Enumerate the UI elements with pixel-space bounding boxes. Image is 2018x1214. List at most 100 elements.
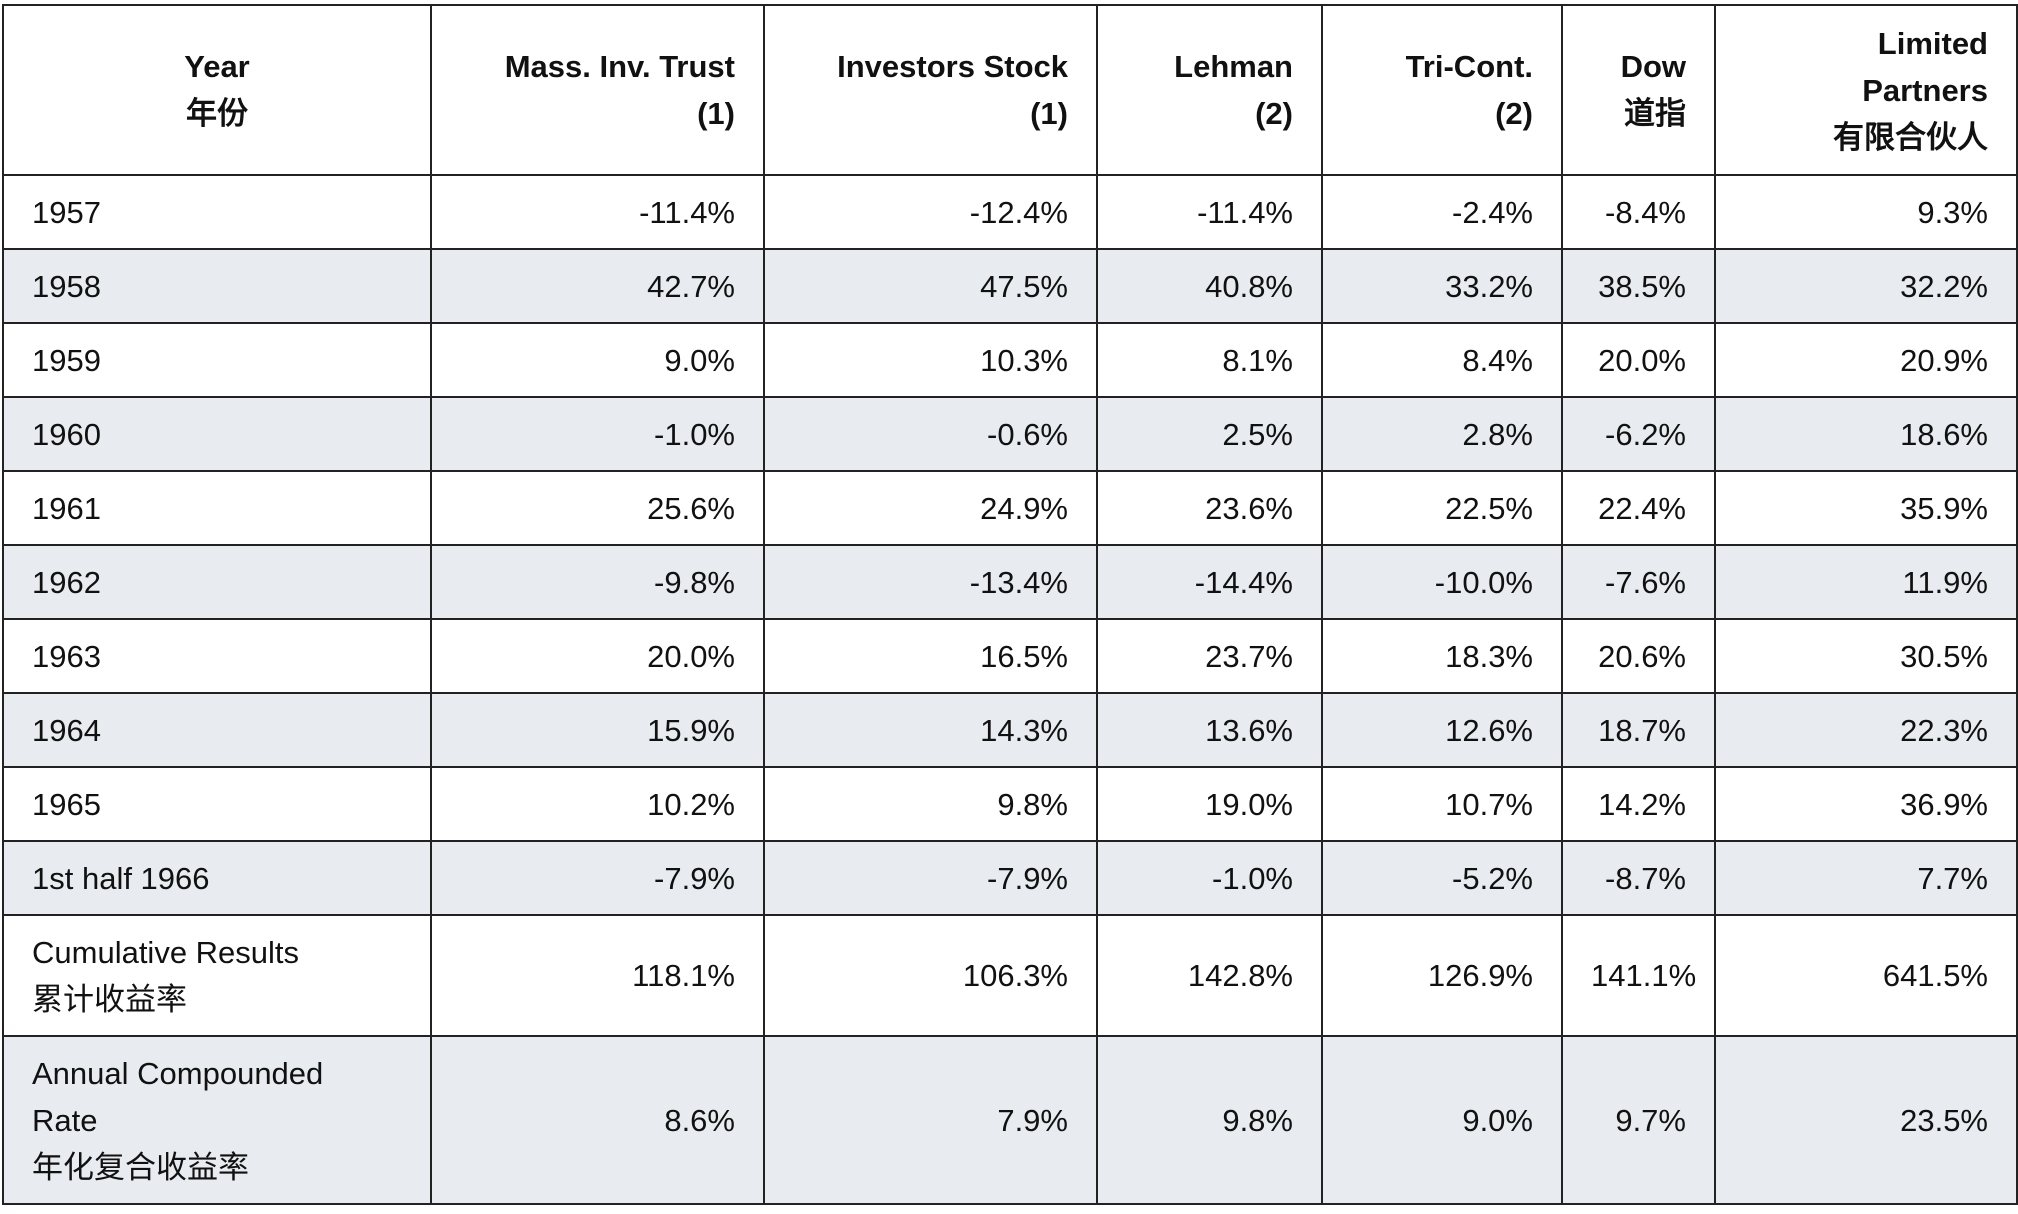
table-cell: 19.0% (1096, 766, 1323, 842)
column-header: Limited Partners 有限合伙人 (1714, 4, 2018, 176)
table-cell: 9.0% (430, 322, 765, 398)
table-cell: 20.0% (430, 618, 765, 694)
table-cell: 14.3% (763, 692, 1098, 768)
table-cell: 22.5% (1321, 470, 1563, 546)
row-label-text: Cumulative Results (32, 934, 300, 970)
row-label-text: 年化复合收益率 (32, 1149, 249, 1185)
table-cell: 18.7% (1561, 692, 1716, 768)
column-header-text: Year (184, 49, 250, 84)
table-cell: -8.7% (1561, 840, 1716, 916)
table-cell: 47.5% (763, 248, 1098, 324)
table-cell: 20.6% (1561, 618, 1716, 694)
row-label: 1960 (2, 396, 432, 472)
table-cell: -8.4% (1561, 174, 1716, 250)
table-cell: 8.6% (430, 1035, 765, 1205)
table-cell: 24.9% (763, 470, 1098, 546)
table-row: 1959 9.0% 10.3% 8.1% 8.4% 20.0% 20.9% (2, 322, 2018, 398)
table-cell: 10.7% (1321, 766, 1563, 842)
table-cell: 13.6% (1096, 692, 1323, 768)
table-cell: -12.4% (763, 174, 1098, 250)
table-cell: 10.3% (763, 322, 1098, 398)
table-cell: -1.0% (1096, 840, 1323, 916)
table-cell: -13.4% (763, 544, 1098, 620)
table-cell: 36.9% (1714, 766, 2018, 842)
table-body: 1957 -11.4% -12.4% -11.4% -2.4% -8.4% 9.3% 1958… (2, 174, 2018, 1205)
row-label-text: Rate (32, 1102, 98, 1138)
table-row: 1960 -1.0% -0.6% 2.5% 2.8% -6.2% 18.6% (2, 396, 2018, 472)
table-cell: 9.0% (1321, 1035, 1563, 1205)
table-cell: 18.6% (1714, 396, 2018, 472)
row-label: 1962 (2, 544, 432, 620)
row-label-text: 1960 (32, 416, 101, 452)
table-row: 1965 10.2% 9.8% 19.0% 10.7% 14.2% 36.9% (2, 766, 2018, 842)
table-cell: 2.8% (1321, 396, 1563, 472)
table-cell: 7.7% (1714, 840, 2018, 916)
table-row: 1963 20.0% 16.5% 23.7% 18.3% 20.6% 30.5% (2, 618, 2018, 694)
row-label-text: 累计收益率 (32, 981, 187, 1017)
table-cell: 42.7% (430, 248, 765, 324)
table-cell: -5.2% (1321, 840, 1563, 916)
column-header: Tri-Cont. (2) (1321, 4, 1563, 176)
column-header-text: (1) (1030, 96, 1068, 131)
table-cell: 118.1% (430, 914, 765, 1037)
column-header-text: Tri-Cont. (1405, 49, 1533, 84)
table-cell: 14.2% (1561, 766, 1716, 842)
row-label-text: 1962 (32, 564, 101, 600)
column-header-text: 有限合伙人 (1833, 119, 1988, 155)
column-header: Investors Stock (1) (763, 4, 1098, 176)
row-label-text: 1961 (32, 490, 101, 526)
table-cell: 2.5% (1096, 396, 1323, 472)
table-cell: 10.2% (430, 766, 765, 842)
column-header-text: Investors Stock (837, 49, 1068, 84)
row-label-text: 1958 (32, 268, 101, 304)
column-header: Lehman (2) (1096, 4, 1323, 176)
table-cell: 106.3% (763, 914, 1098, 1037)
table-row: 1957 -11.4% -12.4% -11.4% -2.4% -8.4% 9.3% (2, 174, 2018, 250)
row-label: 1959 (2, 322, 432, 398)
table-cell: 40.8% (1096, 248, 1323, 324)
table-cell: 641.5% (1714, 914, 2018, 1037)
column-header-text: Dow (1620, 49, 1686, 84)
table-cell: -7.9% (430, 840, 765, 916)
column-header-text: 年份 (186, 96, 248, 131)
column-header-text: 道指 (1624, 96, 1686, 131)
column-header-text: Limited (1877, 25, 1988, 61)
table-cell: -14.4% (1096, 544, 1323, 620)
table-row: 1961 25.6% 24.9% 23.6% 22.5% 22.4% 35.9% (2, 470, 2018, 546)
column-header-text: Mass. Inv. Trust (504, 49, 735, 84)
table-cell: 7.9% (763, 1035, 1098, 1205)
table-cell: 22.3% (1714, 692, 2018, 768)
table-cell: -9.8% (430, 544, 765, 620)
table-cell: 8.4% (1321, 322, 1563, 398)
row-label: 1963 (2, 618, 432, 694)
row-label: 1958 (2, 248, 432, 324)
row-label-text: 1964 (32, 712, 101, 748)
row-label: 1964 (2, 692, 432, 768)
row-label: Annual Compounded Rate 年化复合收益率 (2, 1035, 432, 1205)
row-label-text: 1st half 1966 (32, 860, 210, 896)
table-cell: 23.6% (1096, 470, 1323, 546)
table-cell: -2.4% (1321, 174, 1563, 250)
table-cell: 23.7% (1096, 618, 1323, 694)
row-label: 1961 (2, 470, 432, 546)
column-header-text: Lehman (1174, 49, 1293, 84)
row-label: 1st half 1966 (2, 840, 432, 916)
table-row: 1958 42.7% 47.5% 40.8% 33.2% 38.5% 32.2% (2, 248, 2018, 324)
row-label: Cumulative Results 累计收益率 (2, 914, 432, 1037)
table-cell: 9.7% (1561, 1035, 1716, 1205)
table-cell: 16.5% (763, 618, 1098, 694)
table-cell: 9.3% (1714, 174, 2018, 250)
table-cell: 126.9% (1321, 914, 1563, 1037)
column-header-text: (2) (1495, 96, 1533, 131)
table-cell: 25.6% (430, 470, 765, 546)
table-cell: 9.8% (763, 766, 1098, 842)
table-cell: -11.4% (1096, 174, 1323, 250)
table-cell: 12.6% (1321, 692, 1563, 768)
table-cell: 38.5% (1561, 248, 1716, 324)
table-cell: -1.0% (430, 396, 765, 472)
table-cell: -10.0% (1321, 544, 1563, 620)
table-cell: 30.5% (1714, 618, 2018, 694)
table-cell: -11.4% (430, 174, 765, 250)
table-row: 1962 -9.8% -13.4% -14.4% -10.0% -7.6% 11.9% (2, 544, 2018, 620)
table-cell: 15.9% (430, 692, 765, 768)
